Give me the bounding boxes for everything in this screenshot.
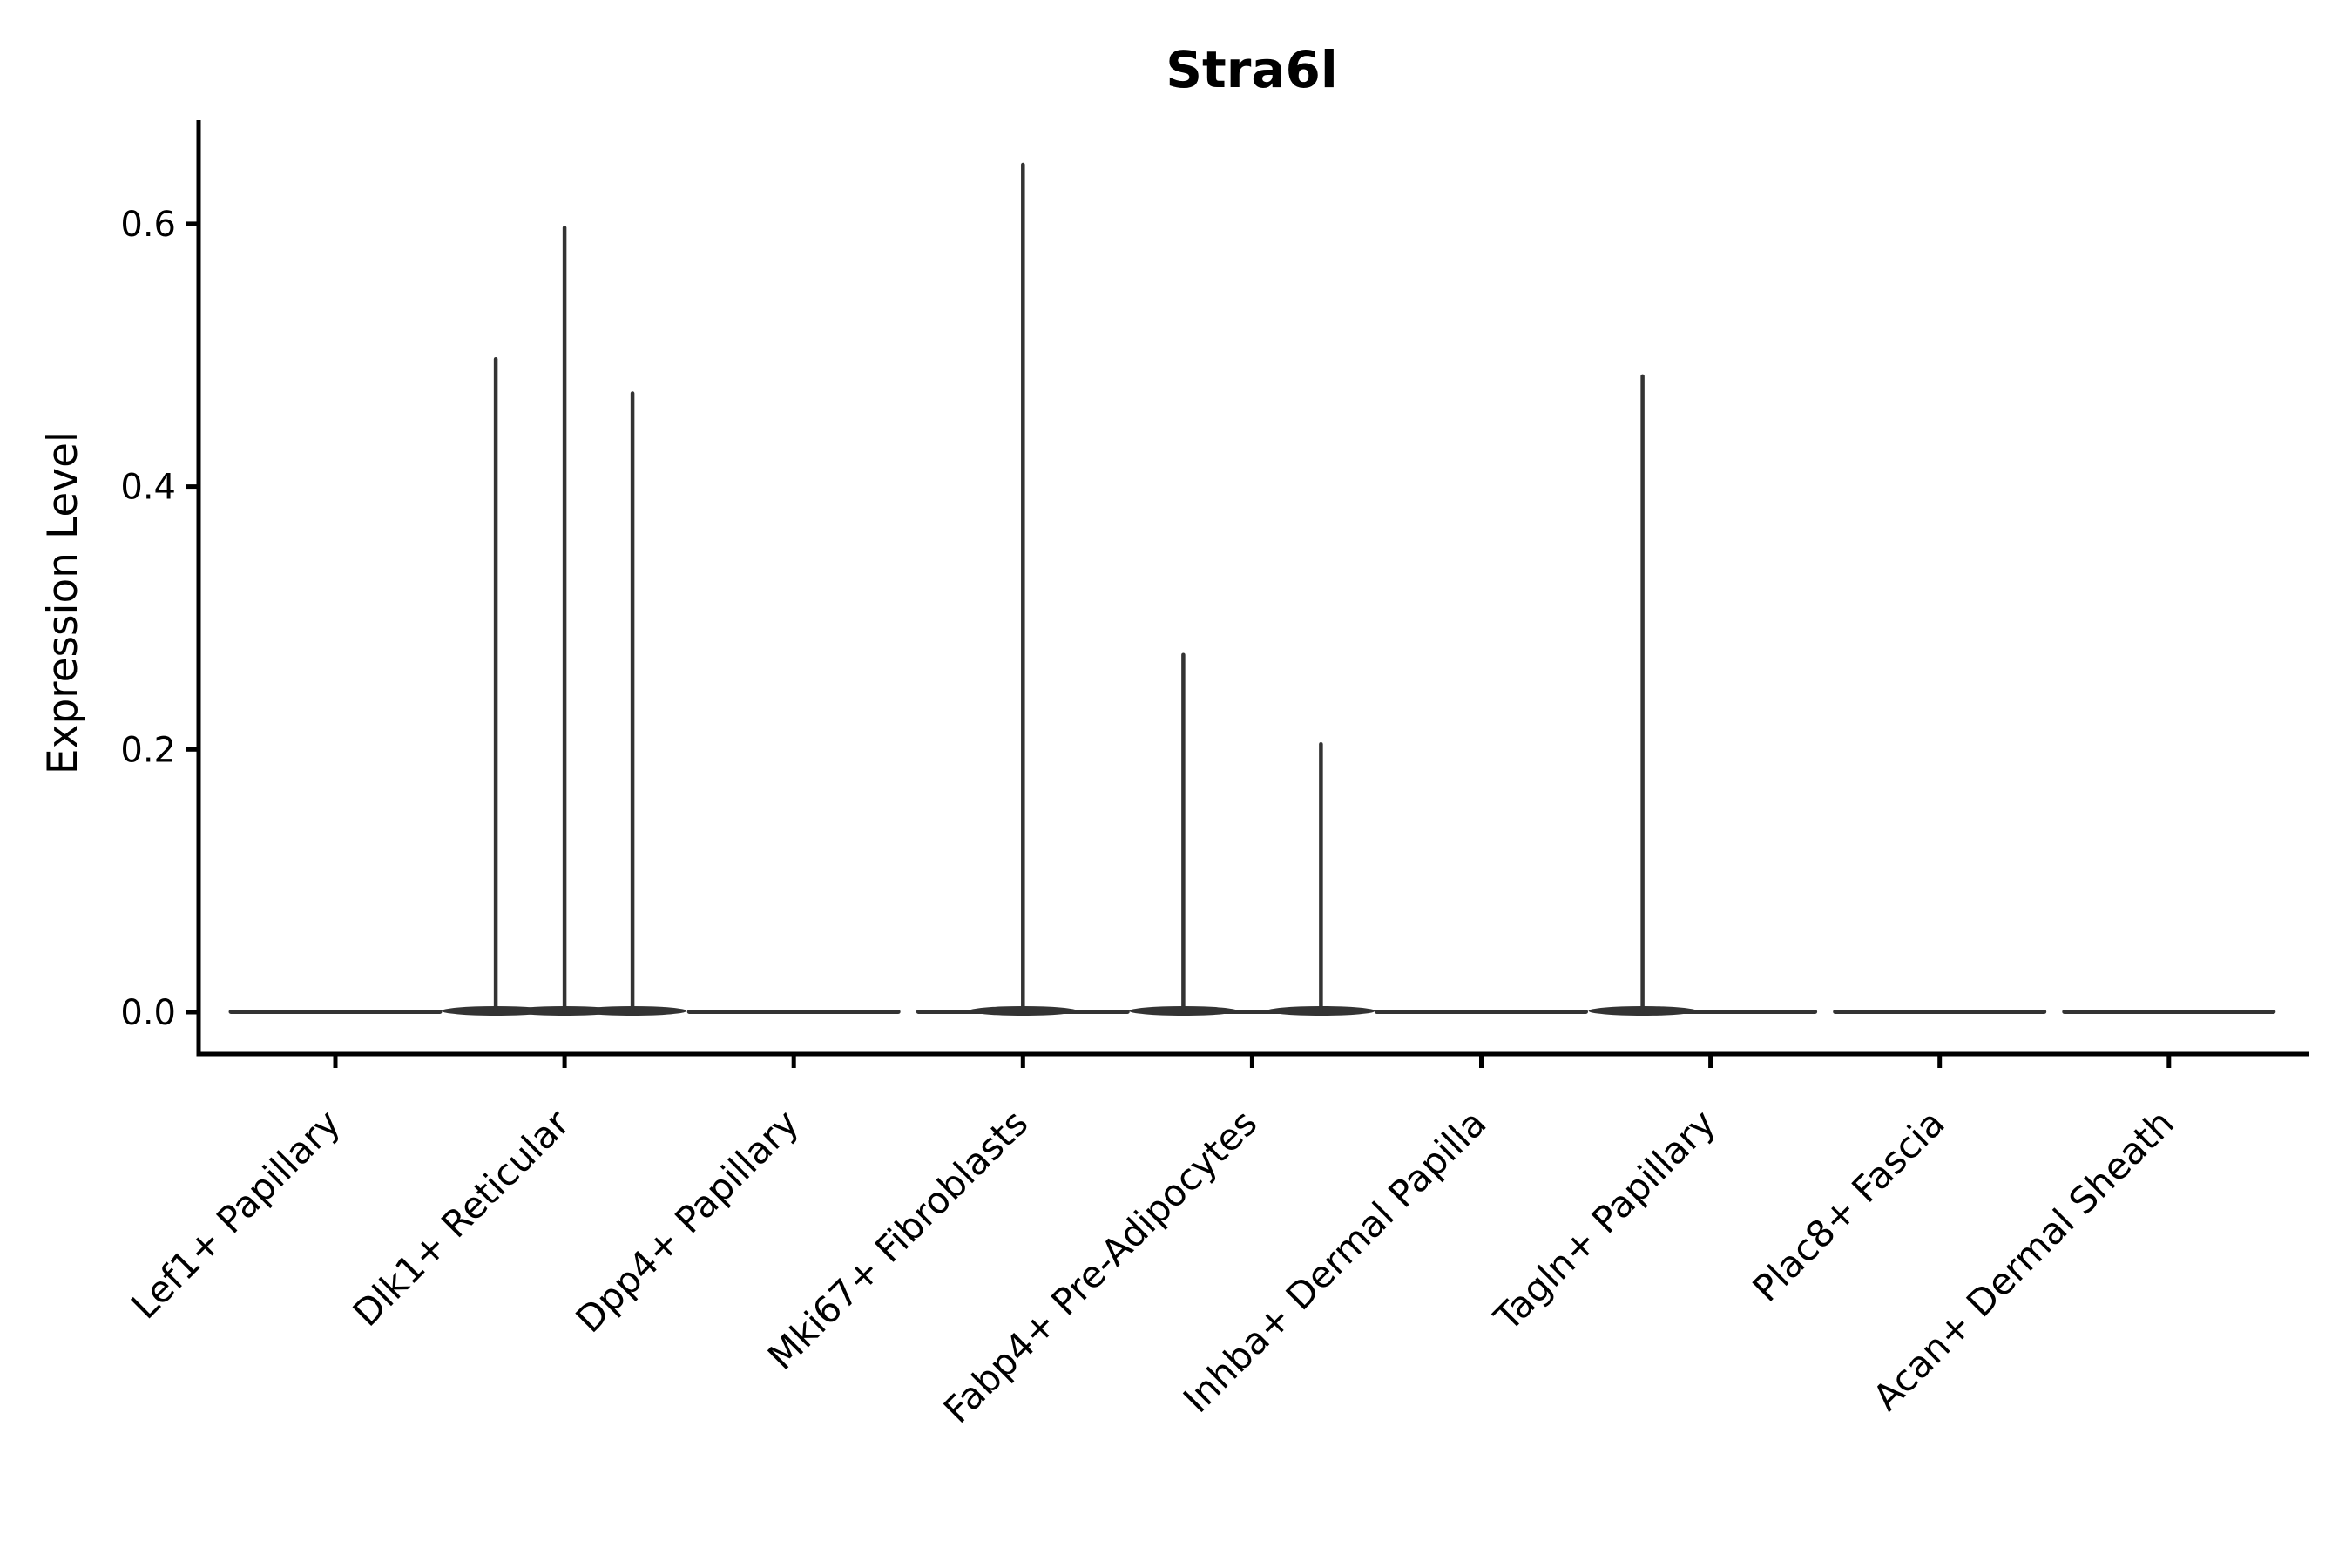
- y-tick-label: 0.6: [120, 205, 176, 245]
- x-tick-label: Tagln+ Papillary: [1485, 1101, 1723, 1339]
- y-tick-label: 0.2: [120, 730, 176, 770]
- plot-title: Stra6l: [1166, 40, 1337, 99]
- violin-5: [1129, 652, 1375, 1016]
- x-tick-label: Mki67+ Fibroblasts: [760, 1101, 1036, 1377]
- x-tick-label: Dlk1+ Reticular: [345, 1101, 578, 1335]
- y-tick-label: 0.0: [120, 993, 176, 1033]
- violins: [228, 162, 2276, 1016]
- y-axis-label: Expression Level: [39, 431, 87, 774]
- x-tick-label: Plac8+ Fascia: [1744, 1101, 1952, 1309]
- y-ticks: 0.0 0.2 0.4 0.6: [120, 205, 199, 1033]
- x-tick-label: Lef1+ Papillary: [123, 1101, 348, 1327]
- x-tick-label: Dpp4+ Papillary: [567, 1101, 807, 1341]
- violin-2: [442, 226, 687, 1016]
- violin-7: [1588, 374, 1818, 1016]
- y-tick-label: 0.4: [120, 468, 176, 508]
- violin-4: [916, 162, 1130, 1016]
